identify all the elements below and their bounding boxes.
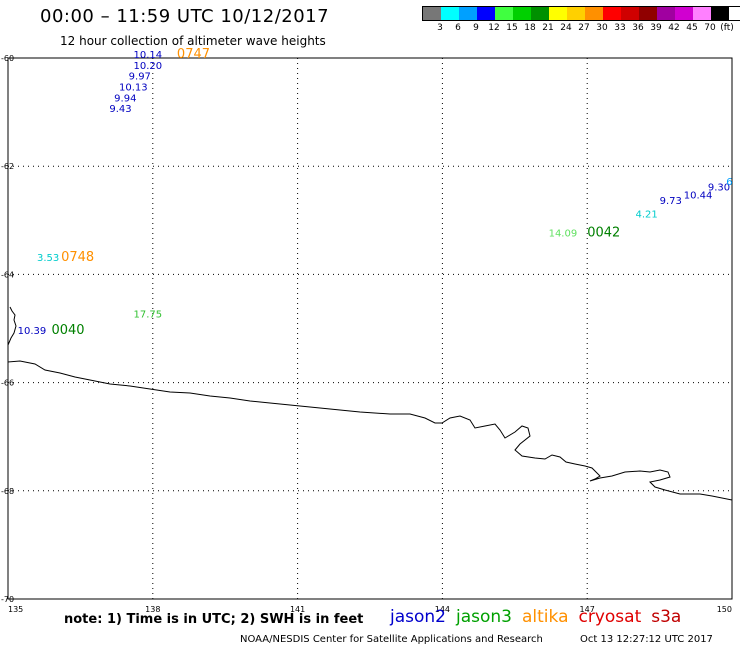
pass-time-label: 0747 — [177, 47, 210, 62]
pass-time-labels: 0747 0748 0040 0042 — [51, 47, 620, 338]
legend-swatch — [495, 7, 513, 20]
chart-subtitle: 12 hour collection of altimeter wave hei… — [60, 34, 326, 48]
wave-height-label: 10.14 — [133, 50, 162, 61]
legend-unit: (ft) — [720, 23, 734, 33]
legend-swatch — [603, 7, 621, 20]
satellite-label-cryosat: cryosat — [578, 607, 642, 627]
wave-height-label: 3.53 — [37, 253, 59, 264]
latitude-label: -64 — [1, 270, 14, 279]
longitude-label: 144 — [435, 605, 450, 614]
legend-swatch — [441, 7, 459, 20]
credit-line: NOAA/NESDIS Center for Satellite Applica… — [240, 634, 543, 645]
wave-height-label: 9.94 — [114, 93, 136, 104]
legend-tick-label: 24 — [560, 23, 572, 33]
legend-tick-label: 27 — [578, 23, 590, 33]
legend-tick-label: 42 — [668, 23, 680, 33]
legend-tick-label: 45 — [686, 23, 698, 33]
longitude-label: 141 — [290, 605, 305, 614]
wave-height-label: 4.21 — [635, 210, 657, 221]
legend-tick-label: 70 — [704, 23, 716, 33]
wave-height-label: 10.44 — [684, 191, 713, 202]
longitude-label: 147 — [580, 605, 595, 614]
legend-swatch — [657, 7, 675, 20]
latitude-label: -60 — [1, 54, 14, 63]
map-frame — [7, 57, 733, 600]
legend-swatch — [585, 7, 603, 20]
legend-swatch — [459, 7, 477, 20]
legend-tick-label: 33 — [614, 23, 626, 33]
legend-labels: 3 6 9 12 15 18 21 24 27 30 33 36 39 42 45 70 (ft) — [422, 21, 740, 35]
satellite-label-jason2: jason2 — [390, 607, 446, 627]
wave-height-label: 9.97 — [129, 72, 151, 83]
latitude-label: -66 — [1, 379, 14, 388]
longitude-label: 150 — [717, 605, 732, 614]
legend-swatch — [675, 7, 693, 20]
legend-tick-label: 30 — [596, 23, 608, 33]
legend-swatch — [423, 7, 441, 20]
longitude-label: 138 — [145, 605, 160, 614]
legend-swatch — [639, 7, 657, 20]
graticule — [8, 58, 732, 599]
legend-tick-label: 9 — [473, 23, 479, 33]
legend-tick-label: 21 — [542, 23, 554, 33]
satellite-label-jason3: jason3 — [456, 607, 512, 627]
generation-timestamp: Oct 13 12:27:12 UTC 2017 — [580, 634, 713, 645]
latitude-label: -62 — [1, 162, 14, 171]
legend-tick-label: 3 — [437, 23, 443, 33]
legend-swatch — [513, 7, 531, 20]
wave-height-label: 10.13 — [119, 82, 148, 93]
pass-time-label: 0040 — [51, 323, 84, 338]
legend-swatch — [477, 7, 495, 20]
legend-swatch — [711, 7, 729, 20]
footer-note: note: 1) Time is in UTC; 2) SWH is in fe… — [64, 612, 364, 627]
color-legend: 3 6 9 12 15 18 21 24 27 30 33 36 39 42 45 70 (ft) — [422, 6, 740, 35]
wave-height-label: 9.43 — [109, 104, 131, 115]
wave-height-label: 9.73 — [660, 196, 682, 207]
legend-swatch — [567, 7, 585, 20]
legend-tick-label: 6 — [455, 23, 461, 33]
wave-height-label: 9.30 — [708, 183, 730, 194]
satellite-label-altika: altika — [522, 607, 569, 627]
antarctic-coastline — [7, 306, 733, 501]
legend-swatch — [531, 7, 549, 20]
wave-height-label: 17.75 — [133, 310, 162, 321]
wave-height-label: 6 — [726, 177, 732, 188]
legend-tick-label: 18 — [524, 23, 536, 33]
latitude-label: -68 — [1, 487, 14, 496]
chart-title: 00:00 – 11:59 UTC 10/12/2017 — [40, 6, 330, 27]
legend-tick-label: 39 — [650, 23, 662, 33]
legend-swatch — [693, 7, 711, 20]
wave-height-label: 10.39 — [18, 326, 47, 337]
satellite-label-s3a: s3a — [651, 607, 682, 627]
legend-tick-label: 12 — [488, 23, 500, 33]
satellite-legend: jason2 jason3 altika cryosat s3a — [390, 607, 691, 627]
pass-time-label: 0748 — [61, 250, 94, 265]
legend-tick-label: 15 — [506, 23, 518, 33]
legend-swatch — [549, 7, 567, 20]
legend-swatches — [422, 6, 740, 21]
longitude-label: 135 — [8, 605, 23, 614]
wave-height-label: 10.20 — [133, 61, 162, 72]
latitude-label: -70 — [1, 595, 14, 604]
legend-tick-label: 36 — [632, 23, 644, 33]
pass-time-label: 0042 — [587, 226, 620, 241]
legend-swatch — [621, 7, 639, 20]
wave-height-label: 14.09 — [549, 229, 578, 240]
